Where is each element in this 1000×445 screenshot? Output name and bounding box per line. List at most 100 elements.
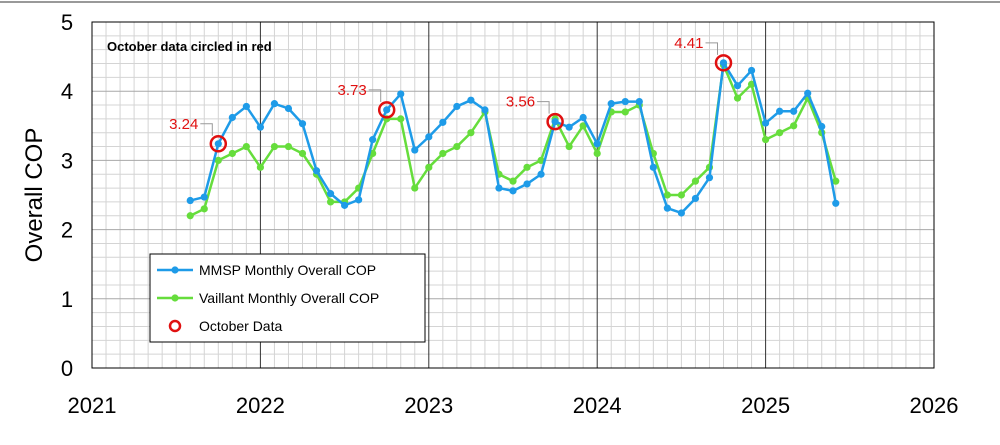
- vaillant-point: [186, 212, 194, 220]
- october-ring: [377, 101, 396, 119]
- mmsp-point: [635, 97, 643, 106]
- legend-label: October Data: [199, 318, 282, 334]
- vaillant-point: [832, 177, 840, 185]
- mmsp-point: [495, 184, 503, 192]
- vaillant-point: [677, 191, 686, 199]
- x-tick-label: 2022: [236, 393, 285, 418]
- mmsp-point: [776, 107, 784, 115]
- mmsp-point: [747, 66, 756, 75]
- vaillant-point: [579, 122, 587, 130]
- vaillant-point: [593, 149, 601, 158]
- y-tick-label: 5: [61, 10, 73, 35]
- x-tick-label: 2024: [573, 393, 622, 418]
- y-tick-label: 2: [61, 218, 73, 243]
- mmsp-point: [397, 90, 405, 98]
- mmsp-point: [523, 180, 531, 188]
- mmsp-point: [467, 96, 475, 104]
- mmsp-point: [649, 163, 657, 171]
- mmsp-point: [298, 120, 307, 128]
- legend-label: Vaillant Monthly Overall COP: [199, 290, 379, 306]
- mmsp-point: [481, 106, 489, 114]
- mmsp-point: [453, 102, 461, 111]
- x-tick-label: 2025: [741, 393, 790, 418]
- mmsp-point: [691, 194, 700, 203]
- mmsp-point: [312, 167, 321, 175]
- legend-box: [149, 253, 426, 343]
- mmsp-point: [621, 97, 629, 106]
- mmsp-point: [242, 102, 250, 111]
- vaillant-point: [228, 149, 236, 158]
- mmsp-point: [537, 170, 545, 178]
- vaillant-point: [214, 156, 222, 164]
- october-value-label: 4.41: [674, 35, 703, 52]
- vaillant-point: [565, 142, 573, 151]
- vaillant-point: [439, 149, 447, 158]
- mmsp-point: [341, 201, 349, 209]
- vaillant-point: [270, 142, 279, 151]
- mmsp-point: [663, 204, 671, 212]
- vaillant-point: [200, 205, 208, 213]
- series: [186, 59, 840, 220]
- mmsp-point: [214, 140, 222, 148]
- october-value-label: 3.56: [506, 94, 535, 111]
- mmsp-point: [509, 187, 517, 195]
- mmsp-point: [284, 104, 293, 113]
- vaillant-point: [425, 163, 433, 171]
- mmsp-point: [551, 118, 559, 126]
- mmsp-point: [228, 113, 236, 122]
- vaillant-point: [663, 191, 671, 199]
- mmsp-point: [186, 196, 194, 205]
- vaillant-point: [537, 156, 545, 164]
- vaillant-point: [523, 163, 531, 171]
- vaillant-point: [326, 198, 335, 206]
- vaillant-point: [733, 94, 742, 102]
- mmsp-point: [326, 190, 335, 198]
- vaillant-point: [776, 129, 784, 137]
- mmsp-point: [705, 174, 714, 182]
- october-ring: [714, 54, 733, 72]
- legend-marker-swatch: [171, 266, 179, 274]
- mmsp-point: [425, 133, 433, 141]
- mmsp-point: [270, 100, 279, 108]
- y-tick-label: 1: [61, 287, 73, 312]
- legend: MMSP Monthly Overall COP Vaillant Monthly…: [149, 253, 426, 343]
- x-tick-label: 2021: [68, 393, 117, 418]
- y-axis-label: Overall COP: [21, 128, 48, 263]
- y-tick-label: 0: [61, 356, 73, 381]
- mmsp-point: [355, 196, 363, 204]
- vaillant-point: [790, 122, 798, 130]
- mmsp-point: [579, 113, 587, 122]
- axes: 0 1 2 3 4 5 2021 2022 2023 2024 2025 2026: [61, 10, 959, 418]
- mmsp-point: [565, 123, 573, 131]
- y-tick-label: 4: [61, 79, 73, 104]
- x-tick-label: 2026: [910, 393, 959, 418]
- october-markers: 3.24 3.73 3.56 4.41: [169, 35, 733, 153]
- mmsp-point: [607, 100, 615, 108]
- vaillant-point: [298, 149, 307, 158]
- annotation-note: October data circled in red: [107, 39, 272, 54]
- october-ring: [209, 135, 228, 153]
- vaillant-point: [397, 115, 405, 123]
- mmsp-point: [733, 82, 742, 90]
- x-tick-label: 2023: [404, 393, 453, 418]
- legend-ring-swatch: [168, 319, 182, 333]
- vaillant-point: [691, 177, 700, 185]
- callout-leader: [368, 89, 382, 102]
- vaillant-point: [762, 136, 770, 144]
- vaillant-point: [453, 142, 461, 151]
- vaillant-point: [411, 184, 419, 192]
- mmsp-point: [804, 89, 812, 97]
- mmsp-point: [383, 106, 391, 114]
- callout-leader: [200, 123, 213, 136]
- callout-leader: [705, 42, 718, 55]
- y-tick-label: 3: [61, 148, 73, 173]
- mmsp-point: [256, 123, 264, 131]
- legend-label: MMSP Monthly Overall COP: [199, 262, 376, 278]
- plot-area: [91, 21, 935, 369]
- legend-marker-swatch: [171, 294, 179, 302]
- october-ring: [546, 112, 564, 131]
- mmsp-point: [719, 59, 728, 67]
- mmsp-point: [439, 118, 447, 126]
- vaillant-point: [256, 163, 264, 171]
